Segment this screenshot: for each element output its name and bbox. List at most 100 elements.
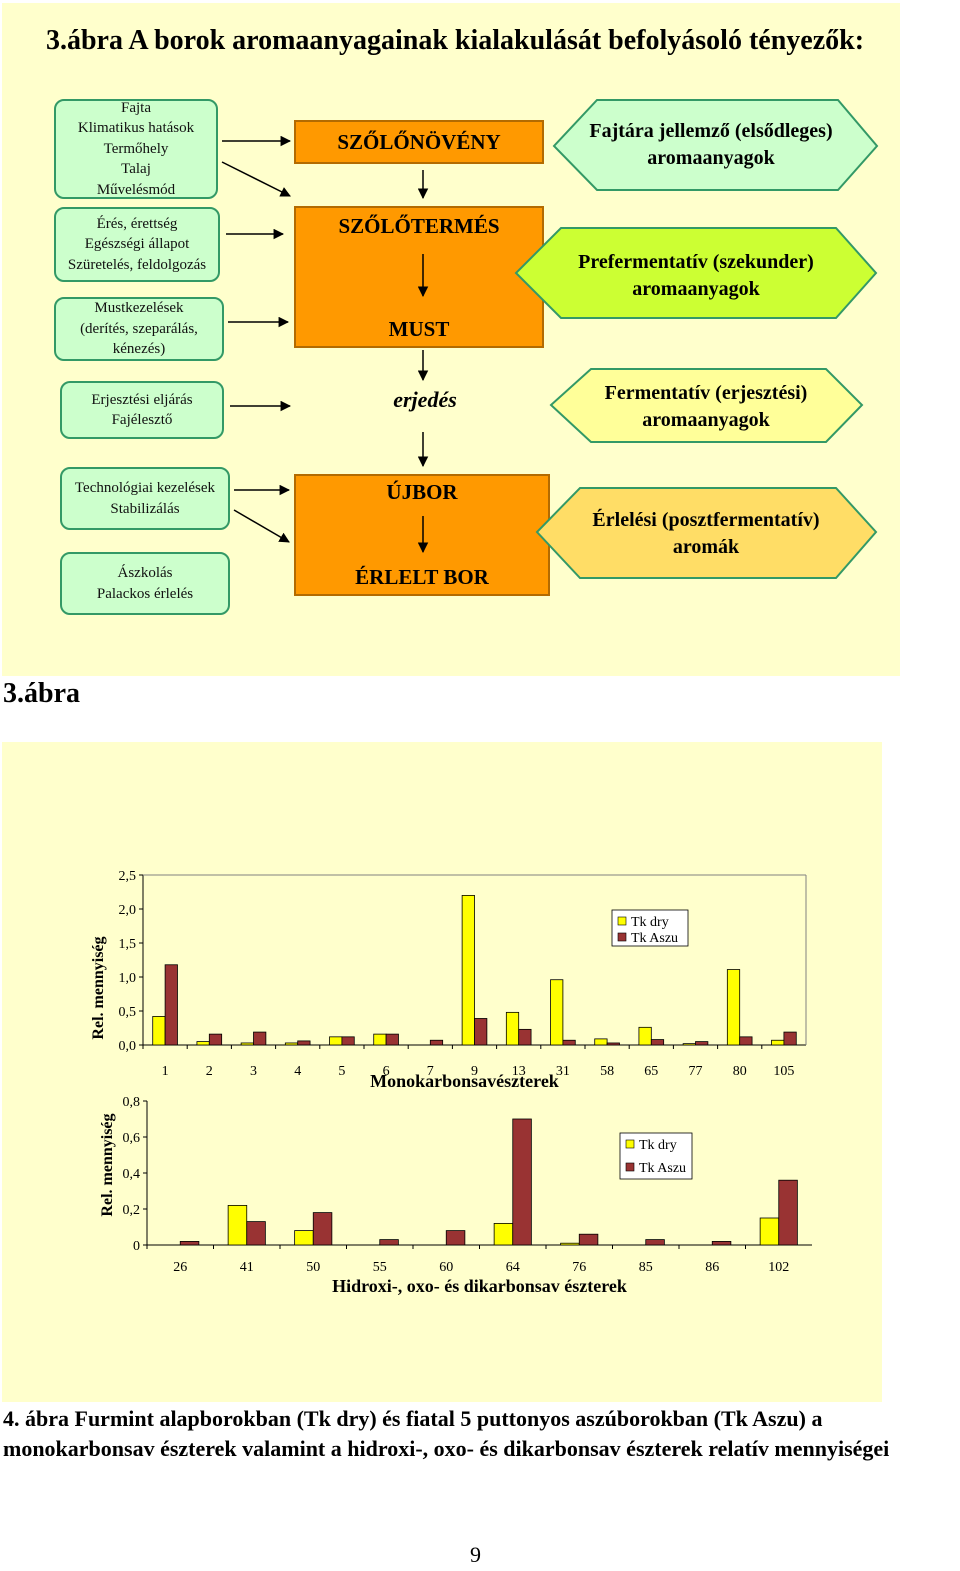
bar-tk-dry: [329, 1036, 343, 1046]
bar-tk-aszu: [695, 1041, 709, 1046]
bar-tk-aszu: [246, 1221, 266, 1246]
aroma-shape-fermentative: [549, 368, 864, 443]
bar-tk-aszu: [164, 964, 178, 1046]
factor-line: Erjesztési eljárás: [91, 391, 193, 408]
factor-line: kénezés): [112, 341, 166, 358]
aroma-line: aromaanyagok: [642, 409, 770, 431]
y-tick-label: 1,5: [119, 937, 137, 952]
bar-tk-aszu: [650, 1039, 665, 1046]
stage-label: MUST: [388, 317, 450, 341]
x-tick-label: 31: [556, 1064, 570, 1079]
x-tick-label: 105: [773, 1064, 794, 1079]
stage-box-wine: ÚJBOR ÉRLELT BOR: [294, 474, 550, 596]
bar-tk-dry: [240, 1042, 254, 1046]
stage-label: ÉRLELT BOR: [355, 565, 489, 589]
bar-tk-aszu: [474, 1018, 488, 1046]
legend-swatch: [625, 1139, 635, 1149]
factor-box-aging: Ászkolás Palackos érlelés: [60, 552, 230, 615]
legend-label: Tk dry: [631, 915, 669, 930]
bar-tk-dry: [638, 1026, 652, 1046]
bar-tk-aszu: [512, 1118, 532, 1246]
x-tick-label: 9: [471, 1064, 478, 1079]
bar-tk-dry: [294, 1230, 314, 1246]
y-tick-label: 0,6: [123, 1131, 141, 1146]
factor-line: Fajélesztő: [111, 412, 173, 428]
page-number: 9: [470, 1542, 481, 1567]
bar-tk-aszu: [297, 1040, 311, 1046]
x-axis-title: Monokarbonsavészterek: [370, 1071, 559, 1091]
bar-tk-aszu: [578, 1233, 599, 1246]
arrow-technology-aged: [233, 509, 290, 543]
y-tick-label: 1,0: [119, 971, 137, 986]
bar-tk-aszu: [711, 1241, 732, 1246]
section-label: 3.ábra: [3, 678, 80, 709]
aroma-line: Fermentatív (erjesztési): [604, 382, 808, 404]
legend-swatch: [625, 1162, 635, 1172]
bar-tk-dry: [152, 1016, 166, 1046]
figure3-diagram: [221, 99, 879, 579]
factor-line: Talaj: [121, 161, 151, 178]
bar-tk-dry: [505, 1011, 520, 1046]
aroma-line: aromaanyagok: [632, 278, 760, 300]
x-tick-label: 60: [439, 1260, 453, 1275]
bar-tk-dry: [373, 1033, 387, 1046]
y-tick-label: 0,5: [119, 1005, 137, 1020]
factor-line: Művelésmód: [96, 181, 176, 198]
factor-line: Fajta: [121, 99, 151, 116]
factor-line: Technológiai kezelések: [74, 480, 216, 496]
x-tick-label: 86: [705, 1260, 719, 1275]
bar-tk-dry: [682, 1043, 696, 1046]
figure3-title: 3.ábra A borok aromaanyagainak kialakulá…: [45, 25, 865, 56]
bar-tk-dry: [227, 1205, 248, 1246]
bar-tk-aszu: [778, 1179, 798, 1246]
stage-label: ÚJBOR: [386, 480, 458, 504]
y-tick-label: 0,8: [123, 1095, 141, 1110]
y-axis-title: Rel. mennyiség: [90, 936, 107, 1039]
x-tick-label: 6: [383, 1064, 390, 1079]
figure4-caption: 4. ábra Furmint alapborokban (Tk dry) és…: [3, 1406, 890, 1461]
factor-line: Szüretelés, feldolgozás: [67, 256, 207, 273]
y-tick-label: 0,4: [123, 1167, 141, 1182]
factor-box-ripening: Érés, érettség Egészségi állapot Szürete…: [54, 207, 220, 282]
legend-label: Tk Aszu: [631, 931, 678, 946]
legend-label: Tk Aszu: [639, 1161, 686, 1176]
bar-tk-dry: [493, 1223, 514, 1246]
factor-box-technology: Technológiai kezelések Stabilizálás: [60, 467, 230, 530]
factor-box-variety: Fajta Klimatikus hatások Termőhely Talaj…: [54, 99, 218, 199]
bar-tk-aszu: [341, 1036, 355, 1046]
bar-tk-aszu: [385, 1033, 399, 1046]
bar-tk-aszu: [429, 1039, 444, 1046]
bar-tk-aszu: [179, 1241, 200, 1246]
legend-label: Tk dry: [639, 1138, 677, 1153]
x-tick-label: 1: [162, 1064, 169, 1079]
factor-line: Palackos érlelés: [96, 585, 194, 602]
bar-tk-aszu: [645, 1239, 665, 1246]
aroma-line: Fajtára jellemző (elsődleges): [589, 120, 833, 142]
aroma-line: Érlelési (posztfermentatív): [592, 509, 820, 531]
y-tick-label: 0,2: [123, 1203, 141, 1218]
factor-line: Ászkolás: [117, 565, 173, 581]
x-tick-label: 4: [294, 1064, 301, 1079]
stage-label: SZŐLŐTERMÉS: [338, 214, 500, 238]
aroma-shape-prefermentative: [514, 227, 878, 319]
y-tick-label: 2,0: [119, 903, 137, 918]
bar-tk-aszu: [518, 1028, 532, 1046]
factor-line: (derítés, szeparálás,: [80, 320, 198, 337]
bar-tk-dry: [759, 1217, 780, 1246]
aroma-label-primary: Fajtára jellemző (elsődleges) aromaanyag…: [556, 118, 866, 172]
x-tick-label: 55: [373, 1260, 387, 1275]
aroma-label-maturation: Érlelési (posztfermentatív) aromák: [550, 507, 862, 561]
factor-box-must-treatment: Mustkezelések (derítés, szeparálás, kéne…: [54, 297, 224, 361]
factor-line: Egészségi állapot: [84, 236, 190, 253]
y-tick-label: 0,0: [119, 1039, 137, 1054]
bar-tk-dry: [594, 1038, 608, 1046]
bar-tk-aszu: [379, 1239, 399, 1246]
x-tick-label: 3: [250, 1064, 257, 1079]
factor-line: Stabilizálás: [110, 500, 180, 517]
x-tick-label: 5: [338, 1064, 345, 1079]
bar-tk-aszu: [253, 1031, 267, 1046]
stage-label: SZŐLŐNÖVÉNY: [337, 129, 501, 154]
factor-line: Mustkezelések: [94, 300, 184, 317]
stage-box-vine: SZŐLŐNÖVÉNY: [294, 120, 544, 164]
